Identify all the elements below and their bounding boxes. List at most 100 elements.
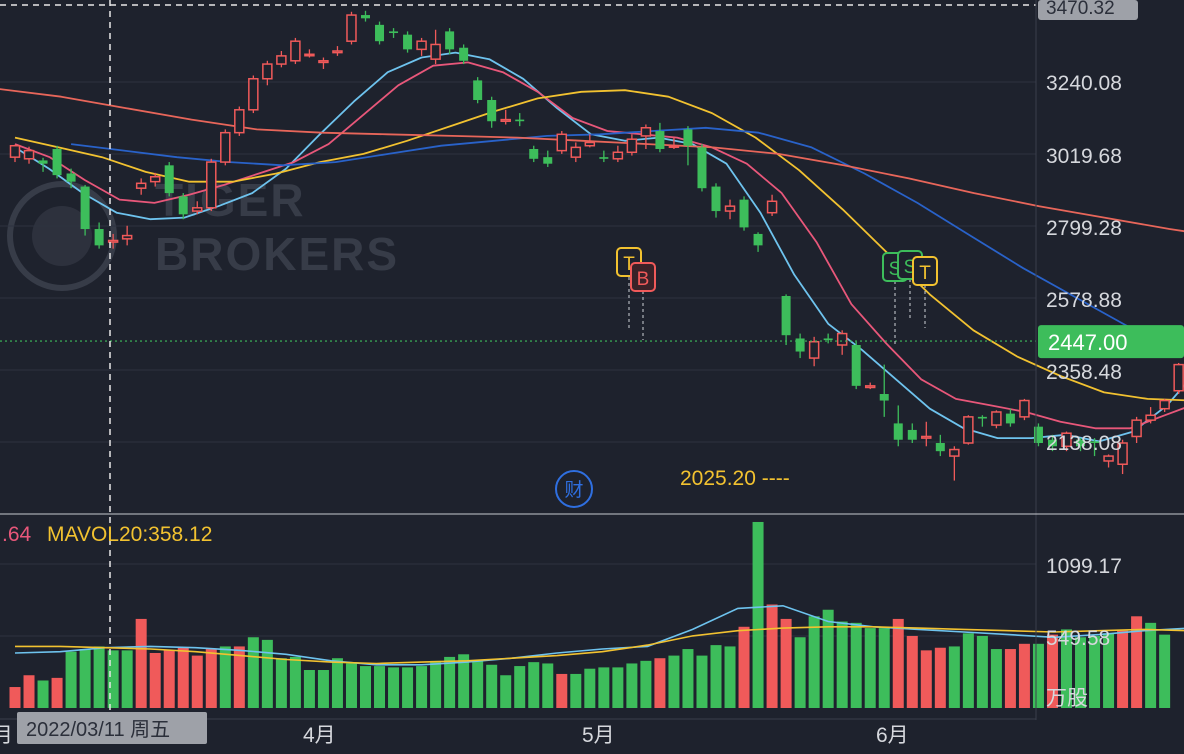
candle[interactable]	[935, 434, 945, 457]
volume-bar[interactable]	[500, 675, 512, 708]
volume-bar[interactable]	[808, 616, 820, 708]
volume-bar[interactable]	[79, 649, 91, 708]
volume-bar[interactable]	[9, 687, 21, 708]
volume-bar[interactable]	[976, 635, 988, 708]
candle[interactable]	[739, 196, 749, 231]
candle[interactable]	[234, 106, 245, 136]
volume-bar[interactable]	[1061, 629, 1072, 708]
volume-bar[interactable]	[37, 680, 49, 708]
trade-marker-b[interactable]	[630, 262, 656, 292]
volume-bar[interactable]	[710, 645, 722, 708]
candle[interactable]	[836, 330, 848, 355]
candle[interactable]	[724, 199, 736, 220]
candle[interactable]	[808, 336, 820, 367]
candle[interactable]	[23, 146, 35, 164]
candle[interactable]	[655, 122, 665, 153]
candle[interactable]	[500, 109, 511, 125]
volume-bar[interactable]	[149, 652, 161, 708]
volume-bar[interactable]	[289, 656, 301, 708]
volume-bar[interactable]	[1018, 643, 1030, 708]
volume-bar[interactable]	[1117, 630, 1129, 708]
candle[interactable]	[612, 145, 624, 163]
volume-bar[interactable]	[219, 646, 231, 708]
candle[interactable]	[403, 31, 413, 53]
volume-bar[interactable]	[696, 655, 708, 708]
candle[interactable]	[290, 37, 301, 65]
candle[interactable]	[851, 341, 861, 390]
candle[interactable]	[416, 37, 427, 56]
volume-bar[interactable]	[962, 633, 974, 708]
candle[interactable]	[1061, 431, 1072, 452]
candles[interactable]	[9, 10, 1184, 481]
candle[interactable]	[262, 60, 273, 86]
volume-bar[interactable]	[836, 621, 848, 708]
candle[interactable]	[332, 46, 343, 56]
volume-bar[interactable]	[191, 655, 203, 708]
volume-bar[interactable]	[331, 658, 343, 708]
volume-bar[interactable]	[668, 655, 680, 708]
volume-bar[interactable]	[402, 667, 414, 708]
candle[interactable]	[445, 28, 455, 55]
candle[interactable]	[107, 233, 119, 249]
candle[interactable]	[318, 57, 329, 69]
volume-bar[interactable]	[275, 658, 287, 708]
volume-bar[interactable]	[850, 622, 862, 708]
candle[interactable]	[711, 183, 721, 218]
candle[interactable]	[1005, 408, 1015, 427]
candle[interactable]	[1033, 423, 1043, 447]
volume-bar[interactable]	[1159, 634, 1171, 708]
volume-bar[interactable]	[233, 646, 245, 708]
candle[interactable]	[977, 415, 987, 427]
volume-bar[interactable]	[948, 646, 960, 708]
volume-bar[interactable]	[612, 667, 624, 708]
candle[interactable]	[823, 333, 833, 344]
volume-bar[interactable]	[360, 666, 371, 708]
candle[interactable]	[178, 193, 188, 220]
candle[interactable]	[192, 201, 203, 215]
trade-markers[interactable]: T B S S T	[616, 247, 938, 345]
volume-bar[interactable]	[640, 660, 652, 708]
candle[interactable]	[766, 194, 778, 216]
candle[interactable]	[1090, 438, 1100, 457]
candle[interactable]	[52, 145, 62, 179]
volume-bar[interactable]	[121, 650, 133, 708]
volume-bar[interactable]	[682, 649, 694, 708]
volume-bar[interactable]	[388, 667, 400, 708]
volume-bar[interactable]	[430, 660, 442, 708]
volume-bar[interactable]	[934, 647, 946, 708]
volume-bar[interactable]	[822, 609, 834, 708]
candle[interactable]	[795, 333, 805, 359]
volume-bar[interactable]	[738, 626, 750, 708]
volume-bar[interactable]	[444, 656, 456, 708]
candle[interactable]	[9, 144, 21, 163]
candle[interactable]	[529, 145, 539, 163]
candle[interactable]	[753, 232, 763, 252]
candle[interactable]	[164, 162, 174, 197]
candle[interactable]	[907, 423, 917, 444]
candle[interactable]	[361, 10, 370, 22]
volume-bar[interactable]	[794, 637, 806, 708]
candle[interactable]	[781, 294, 791, 346]
candle[interactable]	[487, 96, 497, 128]
volume-bar[interactable]	[107, 650, 119, 708]
volume-bar[interactable]	[1046, 634, 1058, 708]
volume-bar[interactable]	[51, 677, 63, 708]
volume-bar[interactable]	[528, 662, 540, 708]
candle[interactable]	[248, 75, 259, 114]
candle[interactable]	[893, 405, 903, 447]
volume-bar[interactable]	[514, 666, 526, 708]
volume-bar[interactable]	[598, 667, 610, 708]
candle[interactable]	[626, 134, 638, 156]
candle[interactable]	[668, 137, 680, 149]
earnings-icon[interactable]	[555, 470, 593, 508]
volume-bar[interactable]	[1131, 616, 1143, 708]
candle[interactable]	[1076, 438, 1086, 452]
volume-bar[interactable]	[780, 618, 792, 708]
candle[interactable]	[135, 178, 147, 195]
candle[interactable]	[640, 124, 652, 149]
volume-bar[interactable]	[1075, 637, 1087, 708]
candle[interactable]	[1173, 362, 1184, 395]
candle[interactable]	[1047, 434, 1057, 452]
volume-bar[interactable]	[1103, 633, 1115, 708]
